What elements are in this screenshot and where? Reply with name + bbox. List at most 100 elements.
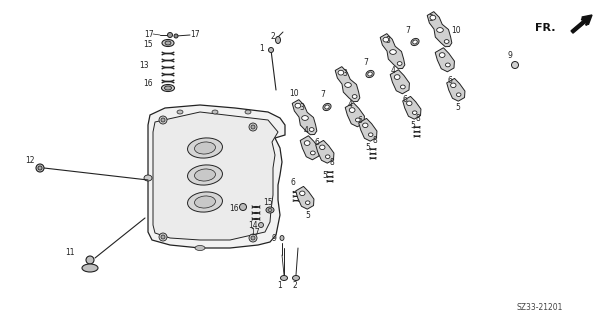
Ellipse shape xyxy=(320,145,325,149)
Ellipse shape xyxy=(280,276,288,281)
Ellipse shape xyxy=(266,207,274,213)
Text: 6: 6 xyxy=(447,76,452,84)
Ellipse shape xyxy=(407,101,412,106)
Ellipse shape xyxy=(268,209,272,212)
Ellipse shape xyxy=(174,34,178,38)
Ellipse shape xyxy=(366,70,374,77)
Ellipse shape xyxy=(195,142,215,154)
Ellipse shape xyxy=(302,116,308,120)
Ellipse shape xyxy=(304,141,310,145)
Ellipse shape xyxy=(309,128,314,132)
Polygon shape xyxy=(380,34,405,69)
Polygon shape xyxy=(300,136,319,160)
Ellipse shape xyxy=(36,164,44,172)
Polygon shape xyxy=(335,67,360,102)
Text: 14: 14 xyxy=(248,220,258,229)
Text: 8: 8 xyxy=(330,157,334,166)
Text: 5: 5 xyxy=(455,102,460,111)
Polygon shape xyxy=(292,100,317,135)
Ellipse shape xyxy=(390,50,396,54)
Text: 8: 8 xyxy=(373,135,378,145)
Ellipse shape xyxy=(457,93,461,96)
Ellipse shape xyxy=(356,118,360,122)
Text: 5: 5 xyxy=(323,171,328,180)
Text: 7: 7 xyxy=(406,26,410,35)
Ellipse shape xyxy=(446,63,451,67)
Ellipse shape xyxy=(38,166,42,170)
Polygon shape xyxy=(390,70,409,94)
Ellipse shape xyxy=(187,165,223,185)
Text: SZ33-21201: SZ33-21201 xyxy=(517,303,563,313)
Ellipse shape xyxy=(323,103,331,111)
Ellipse shape xyxy=(275,36,280,44)
Ellipse shape xyxy=(187,192,223,212)
Polygon shape xyxy=(427,12,452,47)
Ellipse shape xyxy=(159,233,167,241)
Polygon shape xyxy=(402,96,421,119)
Text: 5: 5 xyxy=(365,142,370,151)
Polygon shape xyxy=(316,140,334,163)
Ellipse shape xyxy=(451,83,456,88)
Text: 6: 6 xyxy=(402,94,407,103)
Ellipse shape xyxy=(397,62,402,65)
Ellipse shape xyxy=(411,38,419,45)
Text: 5: 5 xyxy=(306,211,311,220)
Text: 3: 3 xyxy=(300,102,305,111)
Ellipse shape xyxy=(368,133,373,136)
Ellipse shape xyxy=(350,108,355,112)
Ellipse shape xyxy=(352,95,357,99)
Ellipse shape xyxy=(195,196,215,208)
Text: 12: 12 xyxy=(26,156,35,164)
Text: 7: 7 xyxy=(364,58,368,67)
Ellipse shape xyxy=(144,175,152,181)
Text: 4: 4 xyxy=(348,100,353,108)
Ellipse shape xyxy=(249,234,257,242)
Text: 3: 3 xyxy=(429,13,434,22)
Text: 1: 1 xyxy=(260,44,264,52)
Ellipse shape xyxy=(430,15,436,20)
Polygon shape xyxy=(345,103,364,127)
Ellipse shape xyxy=(440,53,445,57)
Ellipse shape xyxy=(437,28,443,32)
Ellipse shape xyxy=(162,39,174,46)
Ellipse shape xyxy=(161,235,165,239)
Text: 6: 6 xyxy=(358,116,362,124)
Polygon shape xyxy=(359,118,377,141)
Text: 11: 11 xyxy=(65,247,75,257)
Text: 17: 17 xyxy=(190,29,199,38)
Text: 6: 6 xyxy=(291,178,295,187)
Text: 15: 15 xyxy=(263,197,273,206)
Text: 1: 1 xyxy=(278,282,282,291)
Ellipse shape xyxy=(258,222,263,228)
Ellipse shape xyxy=(86,256,94,264)
Ellipse shape xyxy=(165,41,171,45)
Text: 7: 7 xyxy=(320,90,325,99)
Ellipse shape xyxy=(240,204,246,211)
Text: 15: 15 xyxy=(143,39,153,49)
Ellipse shape xyxy=(401,85,405,89)
Text: 8: 8 xyxy=(416,114,420,123)
Text: 4: 4 xyxy=(303,125,308,134)
Ellipse shape xyxy=(383,37,389,42)
Text: 16: 16 xyxy=(143,78,153,87)
Ellipse shape xyxy=(280,236,284,241)
Ellipse shape xyxy=(249,123,257,131)
Ellipse shape xyxy=(269,47,274,52)
Polygon shape xyxy=(447,78,465,101)
Text: 4: 4 xyxy=(390,66,395,75)
Ellipse shape xyxy=(295,103,301,108)
Ellipse shape xyxy=(159,116,167,124)
Text: 17: 17 xyxy=(250,228,260,236)
Ellipse shape xyxy=(167,33,173,37)
Text: 6: 6 xyxy=(314,138,319,147)
Text: 9: 9 xyxy=(272,234,277,243)
Text: 2: 2 xyxy=(271,31,275,41)
Text: 10: 10 xyxy=(289,89,299,98)
Ellipse shape xyxy=(245,110,251,114)
Ellipse shape xyxy=(338,70,344,75)
Polygon shape xyxy=(295,186,314,209)
Ellipse shape xyxy=(162,84,174,92)
Text: 3: 3 xyxy=(342,68,347,77)
Text: 16: 16 xyxy=(229,204,239,212)
Ellipse shape xyxy=(395,75,400,79)
